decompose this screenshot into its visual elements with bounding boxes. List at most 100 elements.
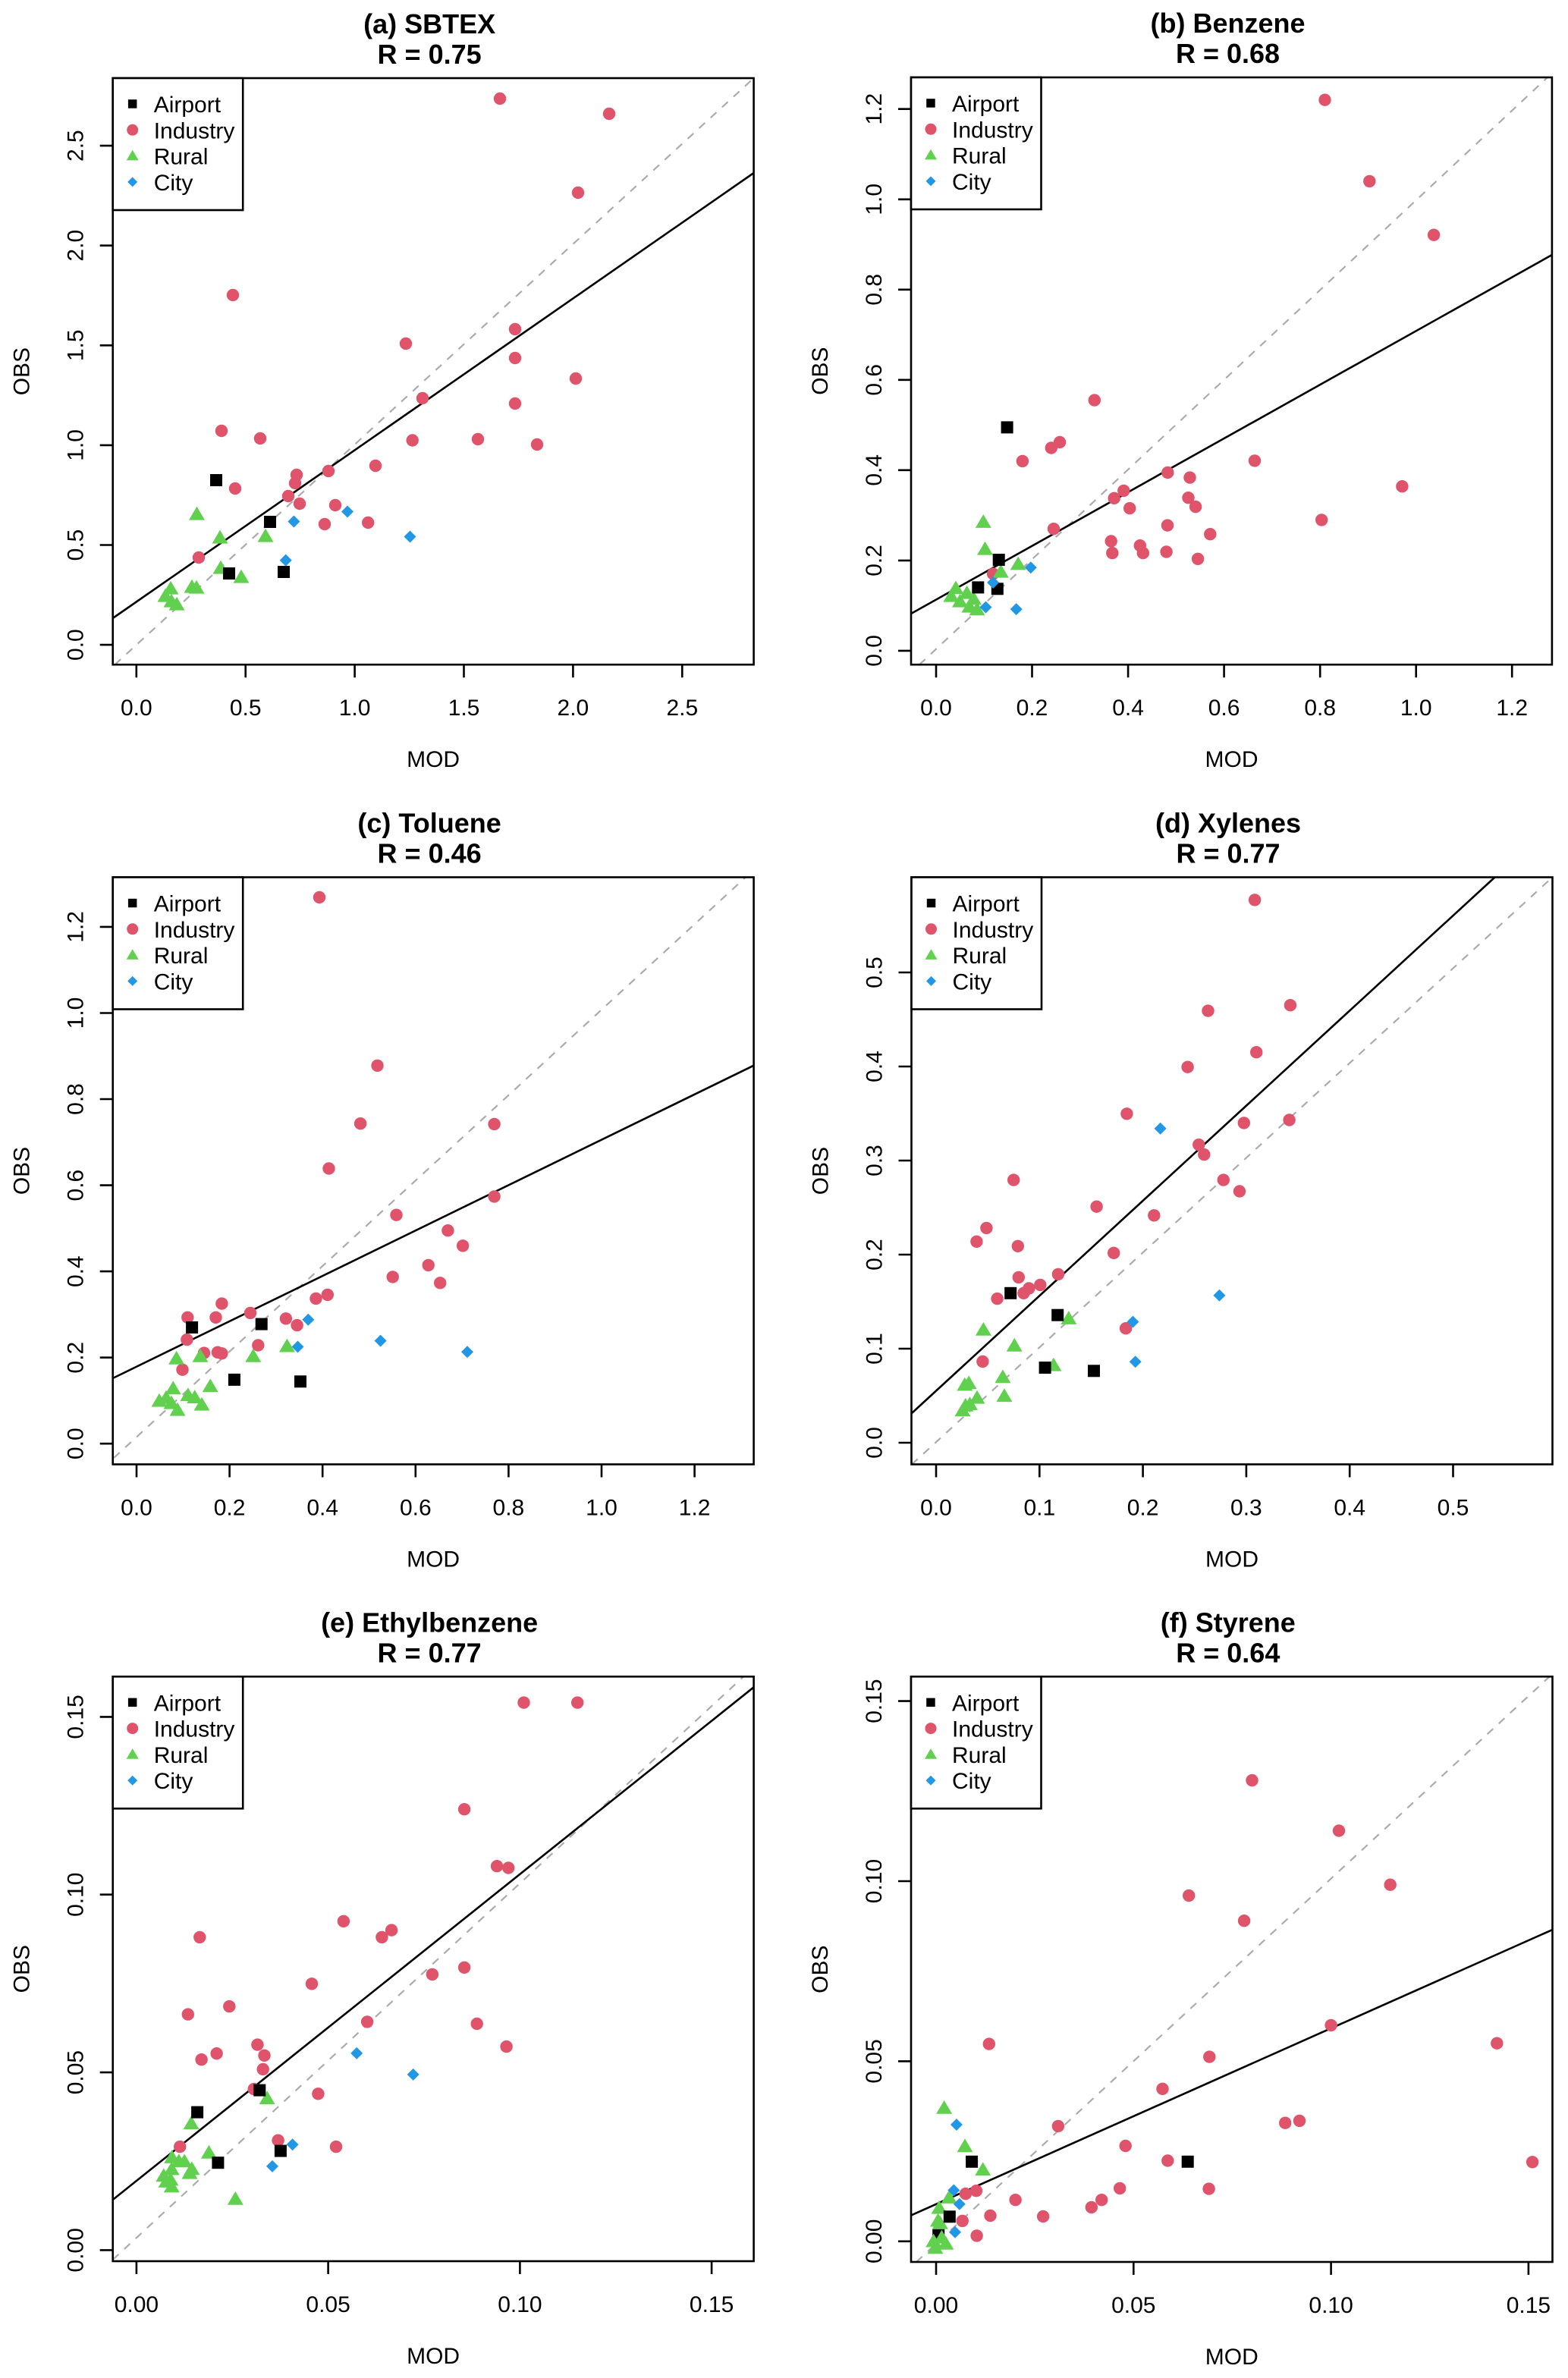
svg-text:0.8: 0.8 [493,1496,525,1521]
svg-text:1.0: 1.0 [862,184,887,215]
svg-text:0.00: 0.00 [862,2219,887,2263]
svg-text:0.3: 0.3 [863,1145,888,1176]
svg-text:Airport: Airport [154,1691,222,1716]
svg-text:R = 0.46: R = 0.46 [378,838,482,869]
svg-text:1.5: 1.5 [64,329,89,361]
svg-text:2.5: 2.5 [64,130,89,162]
svg-text:1.5: 1.5 [448,696,480,721]
svg-text:City: City [154,969,193,994]
svg-text:Airport: Airport [952,1691,1020,1716]
svg-text:0.10: 0.10 [862,1859,887,1903]
svg-text:2.0: 2.0 [558,696,589,721]
svg-text:0.10: 0.10 [498,2292,542,2317]
svg-text:0.15: 0.15 [690,2292,734,2317]
svg-text:0.00: 0.00 [914,2293,958,2318]
svg-text:Rural: Rural [953,944,1007,969]
svg-text:MOD: MOD [407,2344,460,2369]
svg-text:R = 0.68: R = 0.68 [1176,38,1280,69]
svg-text:1.0: 1.0 [64,429,89,461]
svg-text:0.2: 0.2 [214,1496,246,1521]
svg-text:0.6: 0.6 [400,1496,432,1521]
svg-text:0.0: 0.0 [920,1496,952,1521]
svg-text:(a) SBTEX: (a) SBTEX [363,8,495,39]
svg-text:Rural: Rural [154,944,209,969]
svg-text:0.0: 0.0 [920,696,952,721]
svg-text:1.0: 1.0 [64,997,89,1029]
svg-text:0.05: 0.05 [306,2292,350,2317]
svg-text:(b) Benzene: (b) Benzene [1150,8,1305,39]
svg-text:0.05: 0.05 [1111,2293,1155,2318]
svg-text:0.4: 0.4 [1112,696,1144,721]
svg-text:Airport: Airport [154,93,222,118]
svg-text:1.0: 1.0 [1400,696,1432,721]
svg-text:0.2: 0.2 [863,1239,888,1271]
svg-text:OBS: OBS [808,347,833,394]
svg-text:R = 0.77: R = 0.77 [1176,838,1280,869]
svg-text:Rural: Rural [154,1743,209,1768]
svg-text:1.2: 1.2 [1496,696,1528,721]
svg-text:MOD: MOD [1205,747,1258,772]
svg-text:MOD: MOD [407,1547,460,1572]
svg-text:0.05: 0.05 [64,2050,89,2094]
svg-text:0.5: 0.5 [863,957,888,988]
svg-text:0.0: 0.0 [121,696,152,721]
svg-text:(e) Ethylbenzene: (e) Ethylbenzene [321,1607,538,1638]
svg-text:0.15: 0.15 [64,1695,89,1739]
svg-text:0.1: 0.1 [863,1333,888,1365]
svg-text:OBS: OBS [10,347,35,395]
svg-text:Industry: Industry [953,918,1034,943]
svg-text:0.00: 0.00 [115,2292,159,2317]
svg-text:0.6: 0.6 [1208,696,1240,721]
svg-text:0.3: 0.3 [1230,1496,1262,1521]
svg-text:Industry: Industry [154,1717,235,1742]
svg-text:City: City [154,1769,193,1794]
svg-text:R = 0.64: R = 0.64 [1176,1637,1280,1668]
svg-text:1.2: 1.2 [679,1496,711,1521]
svg-text:0.2: 0.2 [1017,696,1048,721]
svg-text:(c) Toluene: (c) Toluene [357,808,501,839]
svg-text:2.5: 2.5 [666,696,698,721]
svg-text:0.4: 0.4 [306,1496,338,1521]
svg-text:City: City [952,170,991,195]
svg-text:0.6: 0.6 [862,364,887,396]
svg-text:0.15: 0.15 [1507,2293,1551,2318]
svg-text:0.10: 0.10 [64,1873,89,1917]
svg-text:0.2: 0.2 [64,1342,89,1374]
svg-text:City: City [154,171,193,196]
svg-text:0.2: 0.2 [862,545,887,576]
svg-text:0.0: 0.0 [862,635,887,667]
svg-text:Airport: Airport [952,92,1020,117]
svg-text:R = 0.77: R = 0.77 [378,1637,482,1668]
svg-text:OBS: OBS [10,1147,35,1195]
svg-text:Rural: Rural [154,145,209,170]
svg-text:0.0: 0.0 [64,1428,89,1459]
svg-text:2.0: 2.0 [64,230,89,262]
svg-text:(d) Xylenes: (d) Xylenes [1155,808,1301,839]
svg-text:0.5: 0.5 [64,529,89,561]
svg-text:0.1: 0.1 [1023,1496,1055,1521]
svg-text:0.5: 0.5 [230,696,262,721]
svg-text:0.10: 0.10 [1309,2293,1353,2318]
svg-text:0.6: 0.6 [64,1170,89,1202]
svg-text:0.5: 0.5 [1438,1496,1469,1521]
svg-text:0.4: 0.4 [1334,1496,1365,1521]
svg-text:MOD: MOD [1205,1547,1258,1572]
svg-text:1.0: 1.0 [339,696,371,721]
svg-text:0.8: 0.8 [64,1083,89,1115]
svg-text:OBS: OBS [10,1945,35,1993]
svg-text:OBS: OBS [808,1946,833,1993]
svg-text:MOD: MOD [407,747,460,772]
svg-text:Airport: Airport [154,892,222,917]
svg-text:R = 0.75: R = 0.75 [378,39,482,70]
svg-text:Airport: Airport [953,892,1020,917]
svg-text:0.4: 0.4 [64,1255,89,1287]
svg-text:Industry: Industry [952,118,1033,143]
svg-text:(f) Styrene: (f) Styrene [1161,1607,1296,1638]
svg-text:1.0: 1.0 [586,1496,617,1521]
svg-text:0.0: 0.0 [863,1427,888,1459]
svg-text:0.0: 0.0 [121,1496,152,1521]
svg-text:Rural: Rural [952,144,1007,169]
svg-text:1.2: 1.2 [862,93,887,125]
svg-text:0.4: 0.4 [863,1051,888,1082]
svg-text:1.2: 1.2 [64,911,89,943]
